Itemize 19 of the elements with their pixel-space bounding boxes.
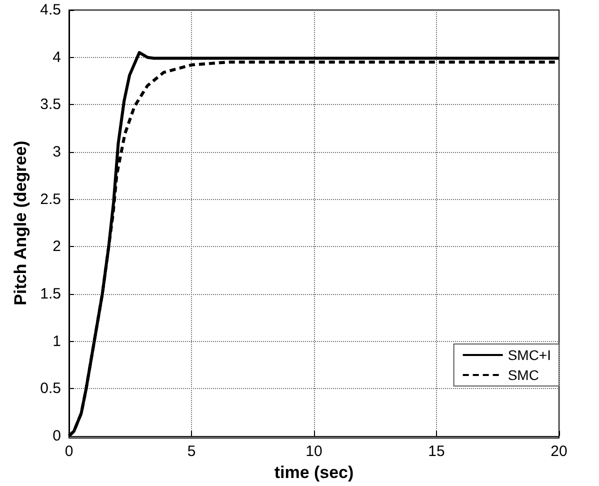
- y-tick-label: 2.5: [40, 190, 61, 208]
- y-tick-label: 0: [52, 428, 61, 444]
- x-tick-label: 0: [64, 443, 74, 460]
- y-tick-label: 0.5: [40, 380, 61, 398]
- y-axis-title: Pitch Angle (degree): [11, 140, 30, 306]
- y-tick-label: 3: [52, 144, 61, 160]
- legend-label: SMC: [508, 367, 539, 383]
- y-tick-label: 1: [52, 332, 61, 350]
- x-tick-label: 10: [306, 443, 322, 460]
- y-tick-label: 2: [52, 238, 61, 256]
- x-tick-label: 15: [428, 443, 445, 460]
- y-tick-label: 3.5: [40, 96, 61, 114]
- y-tick-label: 4.5: [40, 2, 61, 18]
- x-tick-label: 20: [550, 443, 568, 460]
- y-tick-label: 1.5: [40, 286, 61, 302]
- x-tick-label: 5: [187, 443, 196, 460]
- x-axis-title: time (sec): [274, 463, 354, 482]
- y-tick-label: 4: [52, 48, 61, 66]
- legend-label: SMC+I: [508, 347, 552, 363]
